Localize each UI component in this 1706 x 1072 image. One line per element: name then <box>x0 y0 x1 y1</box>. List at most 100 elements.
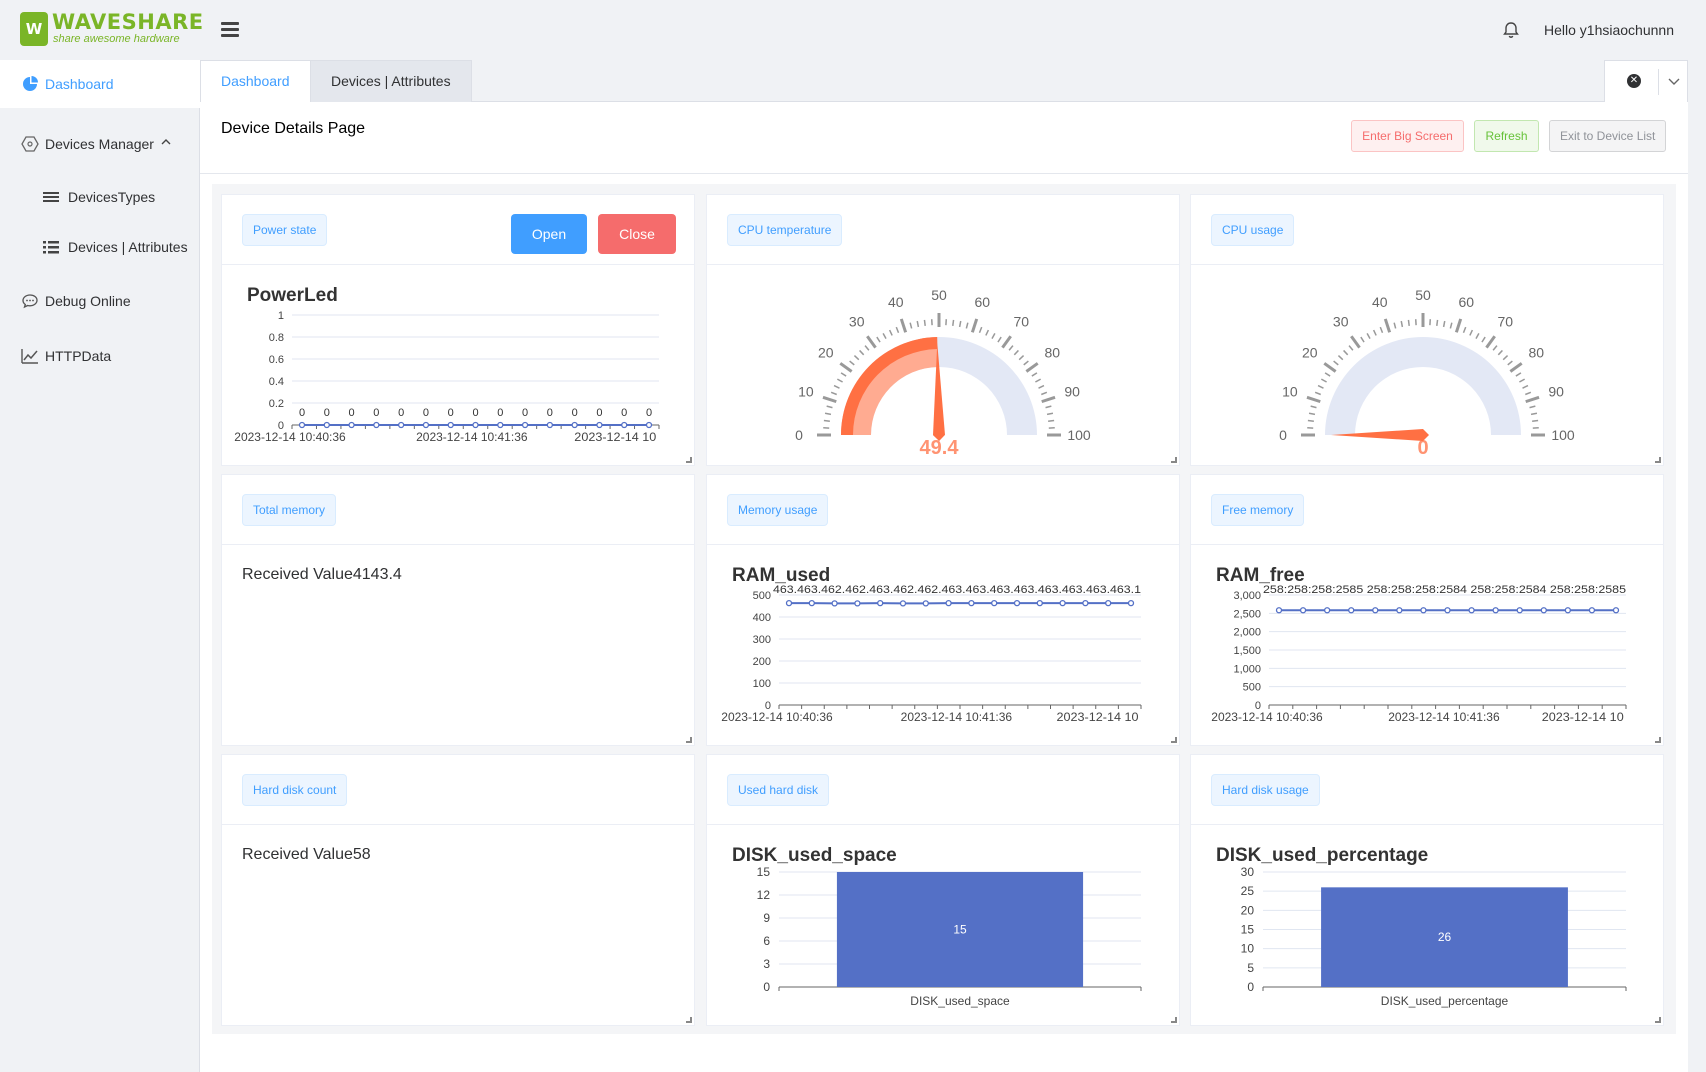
resize-handle-icon[interactable] <box>1655 457 1661 463</box>
gauge-tick <box>839 362 853 373</box>
gauge-tick <box>1310 405 1317 409</box>
resize-handle-icon[interactable] <box>686 737 692 743</box>
gauge-tick <box>1481 336 1486 343</box>
gauge-tick-label: 60 <box>1458 294 1474 310</box>
card-header: Hard disk usage <box>1191 755 1663 825</box>
resize-handle-icon[interactable] <box>686 457 692 463</box>
gauge-tick <box>1307 419 1314 422</box>
gauge-tick <box>1519 378 1526 383</box>
data-point <box>645 421 653 429</box>
line-chart-icon <box>21 349 38 364</box>
data-label: 0 <box>572 407 578 419</box>
data-point <box>1444 607 1451 614</box>
data-label: 0 <box>547 407 553 419</box>
logo-mark-icon: W <box>20 12 48 46</box>
gauge-tick <box>1324 372 1331 377</box>
page-title: Device Details Page <box>221 120 366 137</box>
card-total-memory: Total memory Received Value4143.4 <box>221 474 695 746</box>
data-label: 0 <box>349 407 355 419</box>
enter-big-screen-button[interactable]: Enter Big Screen <box>1351 120 1464 152</box>
gauge-tick-label: 70 <box>1498 314 1514 330</box>
card-header: CPU temperature <box>707 195 1179 265</box>
sidebar-item-devices-attributes[interactable]: Devices | Attributes <box>0 223 200 271</box>
refresh-button[interactable]: Refresh <box>1474 120 1539 152</box>
waveshare-logo[interactable]: W WAVESHARE share awesome hardware <box>20 10 203 50</box>
y-tick-label: 0 <box>1255 700 1261 712</box>
gauge-tick <box>1348 345 1354 351</box>
divider <box>1658 69 1659 95</box>
sidebar-item-devicestypes[interactable]: DevicesTypes <box>0 173 200 221</box>
user-greeting[interactable]: Hello y1hsiaochunnn <box>1544 22 1674 38</box>
chart-title: DISK_used_percentage <box>1216 845 1429 866</box>
gauge-tick <box>1515 372 1522 377</box>
gauge-tick <box>1383 318 1392 333</box>
bell-icon[interactable] <box>1502 21 1520 39</box>
open-button[interactable]: Open <box>511 214 587 254</box>
resize-handle-icon[interactable] <box>1171 457 1177 463</box>
resize-handle-icon[interactable] <box>686 1017 692 1023</box>
sidebar-item-httpdata[interactable]: HTTPData <box>0 332 200 380</box>
data-label-strip: 463.463.462.462.463.462.462.463.463.463.… <box>773 584 1141 596</box>
x-tick-label: 2023-12-14 10:40:36 <box>234 430 346 444</box>
y-tick-label: 0 <box>1247 980 1254 994</box>
data-point <box>922 600 929 607</box>
gauge-pointer <box>1331 429 1429 441</box>
gauge-tick <box>1509 362 1523 373</box>
data-label: 0 <box>423 407 429 419</box>
y-tick-label: 1,000 <box>1233 663 1261 675</box>
gauge-tick <box>826 405 833 409</box>
gauge-tick <box>888 329 893 336</box>
data-label: 0 <box>448 407 454 419</box>
data-point <box>621 421 628 429</box>
data-point <box>991 599 998 607</box>
gauge-tick <box>1031 372 1038 377</box>
data-point <box>497 421 504 429</box>
data-point <box>1323 607 1331 614</box>
exit-to-device-list-button[interactable]: Exit to Device List <box>1549 120 1666 152</box>
y-tick-label: 30 <box>1241 865 1255 879</box>
y-tick-label: 500 <box>753 590 771 602</box>
gauge-tick-label: 80 <box>1044 345 1060 361</box>
gauge-tick <box>991 332 996 339</box>
data-point <box>1540 607 1547 614</box>
gauge-tick <box>822 395 837 404</box>
resize-handle-icon[interactable] <box>1171 1017 1177 1023</box>
data-point <box>945 599 952 607</box>
x-tick-label: 2023-12-14 10:40:36 <box>721 710 833 724</box>
data-point <box>571 421 578 429</box>
card-hard-disk-usage: Hard disk usage DISK_used_percentage 0 5 1… <box>1190 754 1664 1026</box>
gauge-tick <box>866 335 877 349</box>
resize-handle-icon[interactable] <box>1655 1017 1661 1023</box>
tab-dashboard[interactable]: Dashboard <box>200 60 311 102</box>
chevron-down-icon[interactable] <box>1666 73 1682 89</box>
gauge-tick-label: 10 <box>798 384 814 400</box>
gauge-tick <box>1454 318 1463 333</box>
gauge-tick <box>1442 320 1446 328</box>
y-tick-label: 12 <box>757 888 771 902</box>
close-button[interactable]: Close <box>598 214 676 254</box>
y-tick-label: 500 <box>1243 682 1261 694</box>
gauge-tick <box>1400 320 1404 328</box>
card-memory-usage: Memory usage RAM_used 0 100 200 300 400 500 46… <box>706 474 1180 746</box>
close-tab-icon[interactable]: ✕ <box>1627 74 1641 88</box>
gauge-tick <box>1314 391 1322 396</box>
data-label: 0 <box>398 407 404 419</box>
chat-icon <box>22 294 38 309</box>
card-cpu-usage: CPU usage 0 10 20 30 40 50 60 70 80 90 100 0 <box>1190 194 1664 466</box>
hamburger-menu-icon[interactable] <box>221 22 239 38</box>
tabs-bar: Dashboard Devices | Attributes <box>200 60 1688 102</box>
gauge-tick <box>1343 349 1349 356</box>
y-tick-label: 0 <box>765 700 771 712</box>
powerled-line-chart: 00.20.40.60.810 0 0 0 0 0 0 0 0 0 0 0 0 0 02023-12-14 … <box>234 310 660 444</box>
data-label: 0 <box>373 407 379 419</box>
bar <box>836 872 1084 987</box>
tab-devices-attributes[interactable]: Devices | Attributes <box>310 60 472 102</box>
sidebar-item-devices-manager[interactable]: Devices Manager <box>0 120 200 168</box>
sidebar-item-dashboard[interactable]: Dashboard <box>0 60 200 108</box>
sidebar-item-debug-online[interactable]: Debug Online <box>0 277 200 325</box>
resize-handle-icon[interactable] <box>1171 737 1177 743</box>
card-header: Used hard disk <box>707 755 1179 825</box>
cpu-temperature-gauge: 0 10 20 30 40 50 60 70 80 90 100 49.4 <box>795 287 1091 459</box>
gauge-tick <box>1469 329 1474 336</box>
resize-handle-icon[interactable] <box>1655 737 1661 743</box>
